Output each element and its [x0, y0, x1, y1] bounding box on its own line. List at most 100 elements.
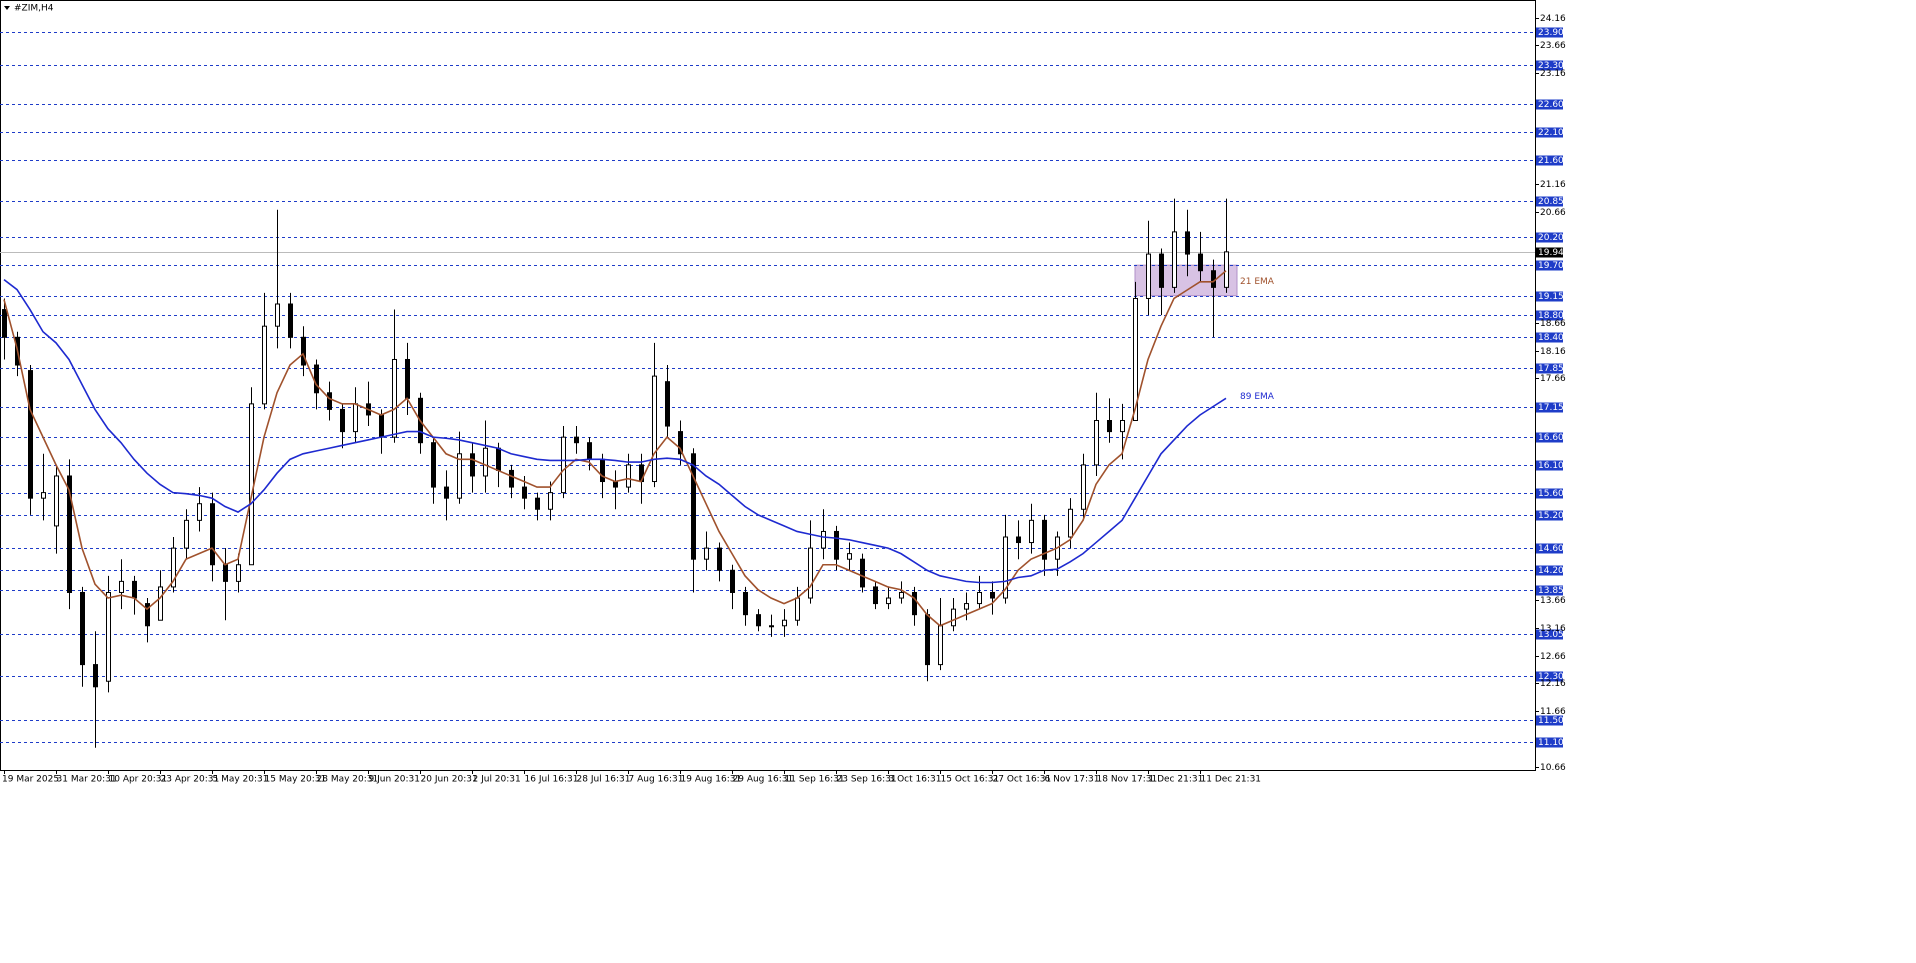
- level-label: 19.15: [1538, 292, 1564, 302]
- candle-body: [652, 375, 657, 483]
- candle-body: [431, 442, 436, 488]
- y-tick-label: 21.16: [1540, 180, 1566, 190]
- level-label-box: [1536, 232, 1563, 243]
- candle-body: [743, 591, 748, 616]
- candle-body: [184, 519, 189, 549]
- candle-body: [1159, 253, 1164, 288]
- candle-body: [1042, 519, 1047, 560]
- level-label-box: [1536, 60, 1563, 71]
- level-label-box: [1536, 460, 1563, 471]
- candle-body: [964, 603, 969, 610]
- candle-body: [119, 580, 124, 593]
- candle-body: [80, 591, 85, 666]
- x-tick-label: 1 Dec 21:31: [1149, 775, 1204, 785]
- level-label-box: [1536, 585, 1563, 596]
- candle-body: [223, 564, 228, 582]
- level-label: 17.15: [1538, 403, 1564, 413]
- level-label-box: [1536, 565, 1563, 576]
- candle-body: [1133, 297, 1138, 422]
- candle-body: [327, 392, 332, 410]
- y-tick-label: 24.16: [1540, 14, 1566, 24]
- candle-body: [769, 625, 774, 628]
- y-tick-label: 18.16: [1540, 347, 1566, 357]
- x-tick-label: 20 Jun 20:31: [421, 775, 478, 785]
- x-tick-label: 29 Aug 16:31: [733, 775, 794, 785]
- menu-arrow: [4, 6, 10, 10]
- level-label: 12.30: [1538, 672, 1564, 682]
- candle-body: [860, 558, 865, 588]
- x-tick-label: 18 Nov 17:31: [1097, 775, 1158, 785]
- candle-body: [54, 475, 59, 527]
- candle-body: [93, 664, 98, 688]
- y-tick-label: 23.16: [1540, 69, 1566, 79]
- level-label: 18.40: [1538, 333, 1564, 343]
- candle-body: [795, 597, 800, 621]
- level-label: 16.10: [1538, 461, 1564, 471]
- ema-line: [3, 270, 1227, 627]
- level-label-box: [1536, 127, 1563, 138]
- candle-body: [600, 458, 605, 483]
- level-label: 15.20: [1538, 511, 1564, 521]
- candle-body: [847, 553, 852, 560]
- candle-body: [509, 469, 514, 488]
- candle-body: [1029, 519, 1034, 544]
- level-label-box: [1536, 155, 1563, 166]
- x-tick-label: 6 Nov 17:31: [1045, 775, 1100, 785]
- last-price-label: 19.94: [1538, 248, 1564, 258]
- level-label: 22.10: [1538, 128, 1564, 138]
- candle-body: [301, 336, 306, 366]
- candle-body: [704, 547, 709, 560]
- level-label: 14.60: [1538, 544, 1564, 554]
- level-label-box: [1536, 260, 1563, 271]
- candle-body: [912, 591, 917, 616]
- candle-body: [249, 403, 254, 566]
- candle-body: [470, 453, 475, 477]
- level-label-box: [1536, 432, 1563, 443]
- y-tick-label: 11.66: [1540, 707, 1566, 717]
- level-label: 23.30: [1538, 61, 1564, 71]
- candle-body: [730, 569, 735, 593]
- candle-body: [405, 358, 410, 399]
- level-label-box: [1536, 510, 1563, 521]
- level-label: 13.85: [1538, 586, 1564, 596]
- y-tick-label: 20.66: [1540, 208, 1566, 218]
- x-tick-label: 15 Oct 16:31: [941, 775, 1000, 785]
- x-tick-label: 7 Aug 16:31: [629, 775, 684, 785]
- candle-body: [197, 503, 202, 521]
- candle-body: [808, 547, 813, 599]
- candle-body: [977, 591, 982, 605]
- level-label-box: [1536, 715, 1563, 726]
- x-tick-label: 15 May 20:31: [265, 775, 327, 785]
- candle-body: [1094, 420, 1099, 466]
- level-label-box: [1536, 737, 1563, 748]
- candle-body: [574, 436, 579, 444]
- x-tick-label: 23 Apr 20:31: [161, 775, 220, 785]
- level-label: 17.85: [1538, 364, 1564, 374]
- candle-body: [873, 586, 878, 605]
- candle-body: [925, 614, 930, 666]
- candle-body: [1146, 253, 1151, 299]
- y-tick-label: 23.66: [1540, 41, 1566, 51]
- candle-body: [626, 464, 631, 488]
- candle-body: [288, 303, 293, 338]
- level-label: 23.90: [1538, 28, 1564, 38]
- x-tick-label: 19 Mar 2025: [2, 775, 59, 785]
- level-label-box: [1536, 99, 1563, 110]
- candle-body: [145, 603, 150, 627]
- level-label-box: [1536, 488, 1563, 499]
- y-tick-label: 17.66: [1540, 374, 1566, 384]
- level-label: 21.60: [1538, 156, 1564, 166]
- candle-body: [483, 447, 488, 477]
- x-tick-label: 2 Jul 20:31: [473, 775, 521, 785]
- candle-body: [1211, 270, 1216, 288]
- candle-body: [1081, 464, 1086, 510]
- candle-body: [535, 497, 540, 510]
- level-label-box: [1536, 291, 1563, 302]
- candle-body: [210, 503, 215, 566]
- candle-body: [821, 530, 826, 549]
- level-label: 11.50: [1538, 716, 1564, 726]
- candle-body: [67, 475, 72, 593]
- candle-body: [951, 608, 956, 627]
- candle-body: [1120, 420, 1125, 433]
